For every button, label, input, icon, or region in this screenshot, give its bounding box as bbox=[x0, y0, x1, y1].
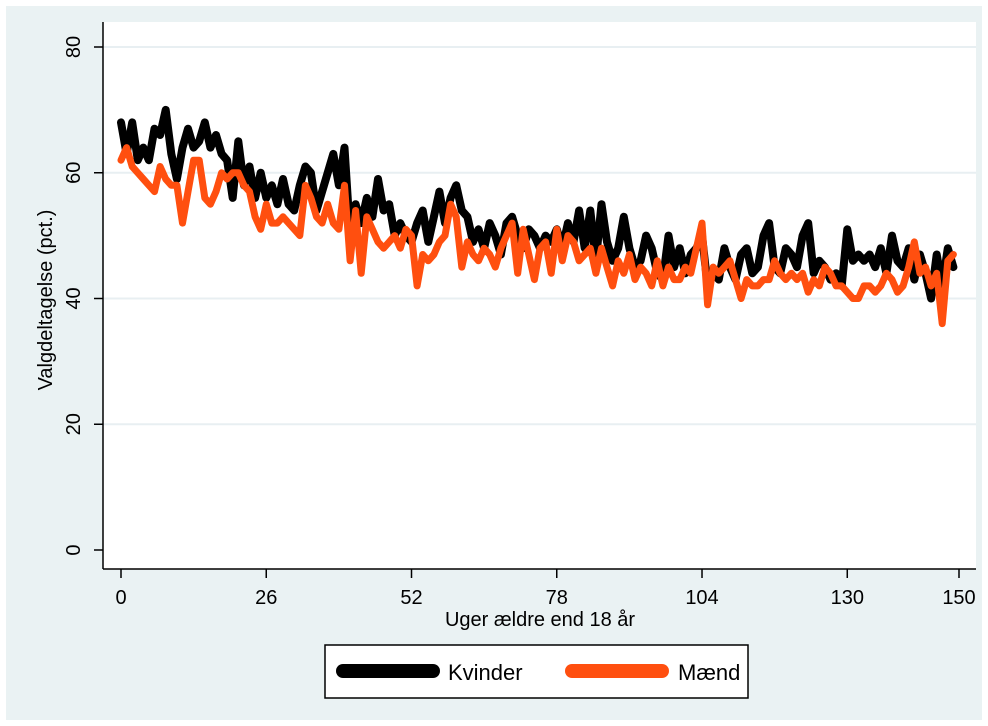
y-tick-label: 20 bbox=[63, 413, 85, 435]
y-axis-title: Valgdeltagelse (pct.) bbox=[35, 210, 57, 391]
y-ticks: 0 20 40 60 80 bbox=[63, 36, 103, 556]
plot-area bbox=[103, 22, 976, 569]
legend-label-kvinder: Kvinder bbox=[448, 660, 523, 685]
x-ticks: 0 26 52 78 104 130 150 bbox=[115, 569, 976, 609]
x-tick-label: 130 bbox=[831, 587, 864, 609]
y-tick-label: 60 bbox=[63, 162, 85, 184]
series-lines bbox=[117, 105, 958, 328]
x-tick-label: 104 bbox=[685, 587, 718, 609]
x-tick-label: 52 bbox=[400, 587, 422, 609]
series-line-kvinder bbox=[117, 105, 958, 303]
x-tick-label: 26 bbox=[255, 587, 277, 609]
x-tick-label: 78 bbox=[546, 587, 568, 609]
y-tick-label: 80 bbox=[63, 36, 85, 58]
legend: Kvinder Mænd bbox=[324, 644, 749, 699]
x-axis-title: Uger ældre end 18 år bbox=[445, 609, 635, 631]
legend-label-maend: Mænd bbox=[678, 660, 740, 685]
series-line-maend bbox=[117, 144, 957, 328]
y-tick-label: 40 bbox=[63, 287, 85, 309]
y-tick-label: 0 bbox=[63, 544, 85, 555]
axes bbox=[102, 22, 976, 570]
x-tick-label: 0 bbox=[115, 587, 126, 609]
x-tick-label: 150 bbox=[942, 587, 975, 609]
